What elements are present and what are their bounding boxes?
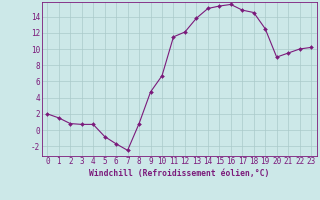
- X-axis label: Windchill (Refroidissement éolien,°C): Windchill (Refroidissement éolien,°C): [89, 169, 269, 178]
